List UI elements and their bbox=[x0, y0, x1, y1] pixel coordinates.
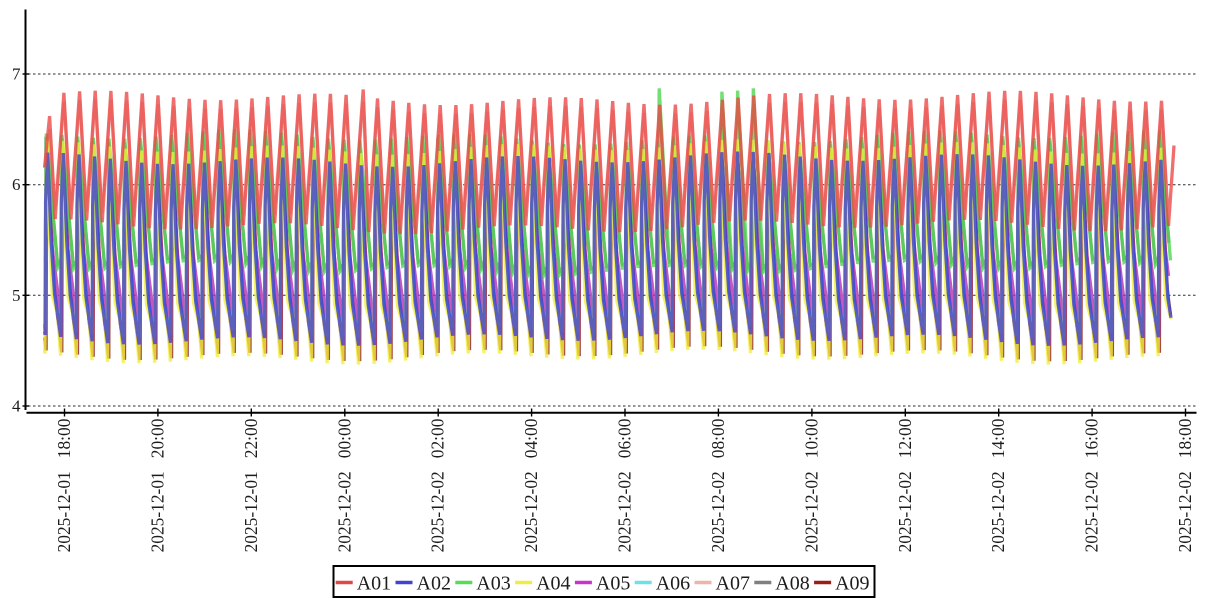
svg-text:A02: A02 bbox=[417, 573, 451, 595]
svg-text:A04: A04 bbox=[536, 573, 570, 595]
svg-text:2025-12-02 10:00: 2025-12-02 10:00 bbox=[801, 418, 821, 552]
svg-text:2025-12-01 20:00: 2025-12-01 20:00 bbox=[147, 418, 167, 552]
svg-text:7: 7 bbox=[12, 65, 21, 84]
svg-text:2025-12-02 08:00: 2025-12-02 08:00 bbox=[708, 418, 728, 552]
svg-text:A01: A01 bbox=[357, 573, 391, 595]
svg-text:2025-12-02 02:00: 2025-12-02 02:00 bbox=[428, 418, 448, 552]
svg-text:A06: A06 bbox=[656, 573, 690, 595]
svg-text:2025-12-01 22:00: 2025-12-01 22:00 bbox=[241, 418, 261, 552]
svg-text:2025-12-02 18:00: 2025-12-02 18:00 bbox=[1175, 418, 1195, 552]
svg-text:2025-12-02 16:00: 2025-12-02 16:00 bbox=[1082, 418, 1102, 552]
svg-text:A05: A05 bbox=[596, 573, 630, 595]
svg-text:A03: A03 bbox=[476, 573, 510, 595]
svg-text:A08: A08 bbox=[775, 573, 809, 595]
svg-text:5: 5 bbox=[12, 286, 21, 305]
svg-text:2025-12-02 06:00: 2025-12-02 06:00 bbox=[615, 418, 635, 552]
svg-text:2025-12-01 18:00: 2025-12-01 18:00 bbox=[54, 418, 74, 552]
svg-text:4: 4 bbox=[12, 397, 21, 416]
svg-text:A07: A07 bbox=[716, 573, 750, 595]
svg-text:2025-12-02 14:00: 2025-12-02 14:00 bbox=[988, 418, 1008, 552]
svg-text:A09: A09 bbox=[835, 573, 869, 595]
svg-text:2025-12-02 00:00: 2025-12-02 00:00 bbox=[334, 418, 354, 552]
svg-text:2025-12-02 04:00: 2025-12-02 04:00 bbox=[521, 418, 541, 552]
svg-text:6: 6 bbox=[12, 175, 21, 194]
svg-text:2025-12-02 12:00: 2025-12-02 12:00 bbox=[895, 418, 915, 552]
